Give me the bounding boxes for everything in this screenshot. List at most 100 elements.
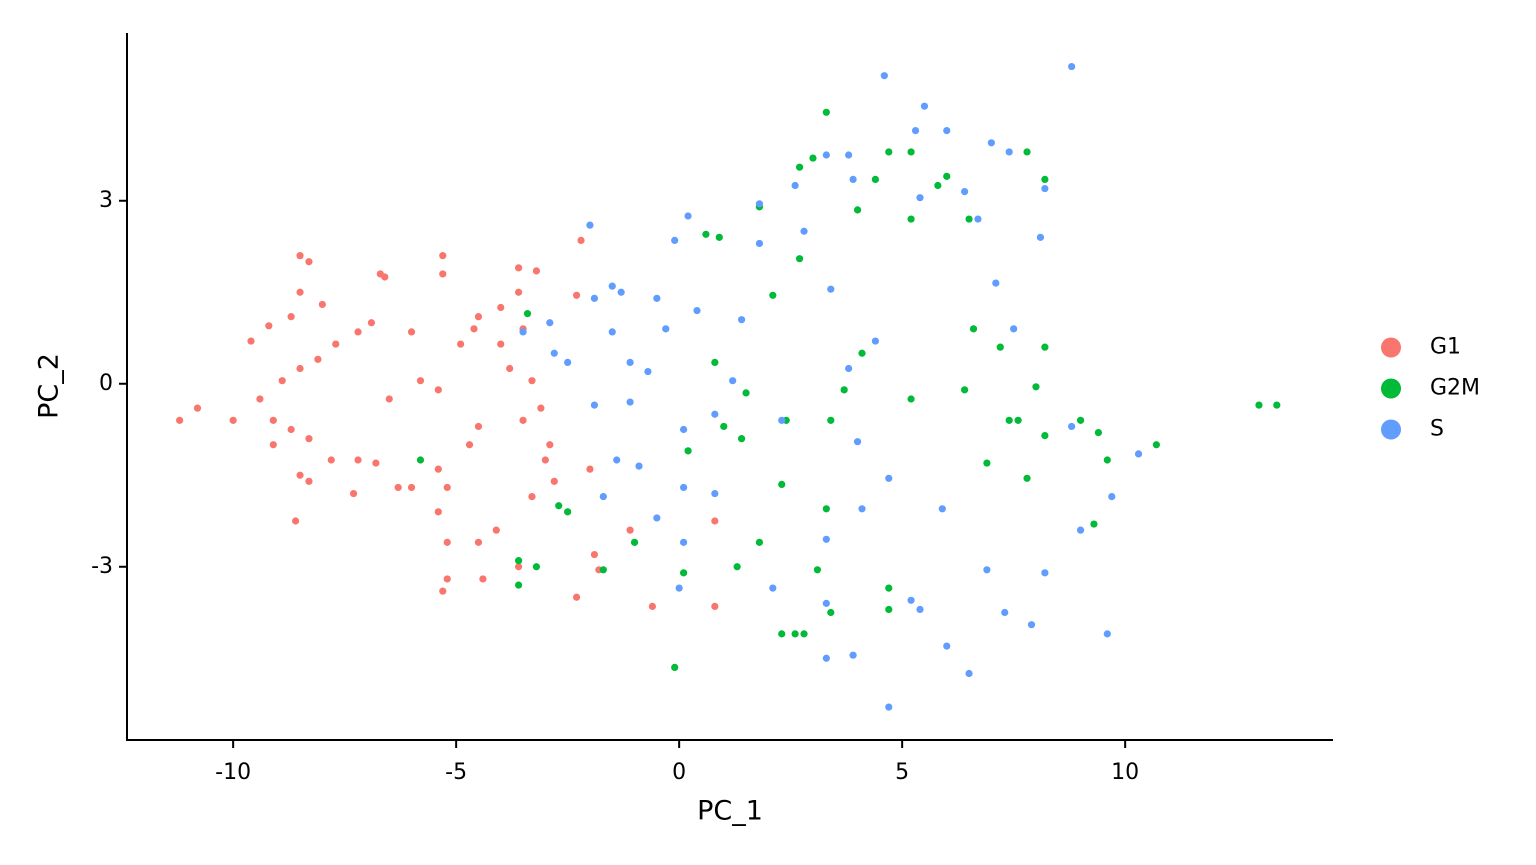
point [711, 602, 719, 611]
x-tick-label: 0 [672, 760, 686, 785]
point [822, 599, 830, 607]
point [497, 340, 505, 348]
point [1041, 343, 1049, 351]
point [965, 215, 973, 223]
point [474, 538, 483, 546]
point [305, 477, 313, 485]
point [318, 300, 326, 309]
point [849, 651, 857, 659]
point [457, 340, 465, 348]
legend-marker [1381, 337, 1401, 358]
point [943, 127, 951, 135]
point [671, 663, 679, 672]
point [349, 489, 358, 498]
point [265, 322, 273, 330]
point [992, 279, 1000, 287]
point [1134, 450, 1143, 458]
point [720, 422, 728, 431]
point [416, 456, 425, 464]
point [550, 477, 558, 485]
point [381, 273, 389, 281]
point [960, 386, 969, 394]
point [871, 337, 879, 345]
point [1152, 441, 1160, 449]
point [1005, 416, 1013, 424]
point [256, 395, 264, 403]
legend-marker [1381, 419, 1401, 440]
point [987, 139, 995, 147]
point [385, 395, 393, 403]
point [229, 416, 237, 424]
point [599, 566, 607, 574]
point [684, 447, 692, 455]
point [635, 462, 643, 470]
point [983, 566, 991, 574]
point [439, 252, 447, 260]
point [853, 438, 862, 446]
point [1076, 416, 1085, 424]
point [354, 328, 362, 336]
point [590, 550, 599, 559]
point [1023, 474, 1031, 482]
point [372, 459, 380, 467]
point [193, 404, 202, 412]
point [1068, 62, 1076, 71]
point [809, 154, 817, 162]
point [907, 395, 915, 403]
point [1036, 233, 1045, 241]
y-axis-title: PC_2 [34, 353, 65, 419]
point [769, 291, 777, 299]
point [465, 441, 474, 449]
point [827, 416, 835, 424]
point [1001, 608, 1009, 617]
point [327, 456, 335, 464]
point [269, 416, 277, 424]
legend-label: S [1430, 417, 1444, 442]
point [858, 505, 866, 513]
point [693, 306, 701, 315]
point [305, 258, 313, 266]
point [795, 255, 804, 263]
point [590, 401, 599, 409]
point [1108, 493, 1116, 501]
point [532, 267, 541, 275]
point [434, 465, 442, 473]
point [1027, 621, 1036, 629]
point [680, 569, 688, 577]
point [586, 465, 594, 473]
point [630, 538, 639, 546]
point [291, 517, 300, 525]
point [769, 584, 777, 592]
point [791, 181, 799, 190]
point [626, 398, 634, 406]
point [394, 483, 402, 492]
point [791, 630, 799, 638]
point [564, 358, 572, 367]
point [849, 175, 857, 184]
point [684, 212, 692, 220]
point [800, 227, 808, 235]
point [546, 319, 554, 327]
point [528, 377, 536, 385]
point [314, 355, 322, 363]
point [626, 526, 634, 534]
point [439, 587, 447, 595]
point [407, 483, 416, 492]
point [755, 239, 764, 248]
point [778, 480, 786, 489]
point [296, 288, 304, 296]
point [827, 608, 835, 617]
point [711, 489, 719, 498]
point [943, 642, 951, 650]
point [907, 596, 915, 604]
point [822, 151, 830, 159]
legend-label: G1 [1430, 335, 1461, 360]
point [755, 538, 764, 546]
point [354, 456, 362, 464]
point [443, 538, 451, 546]
point [880, 72, 888, 80]
point [474, 422, 483, 431]
point [885, 605, 893, 614]
point [711, 410, 719, 418]
